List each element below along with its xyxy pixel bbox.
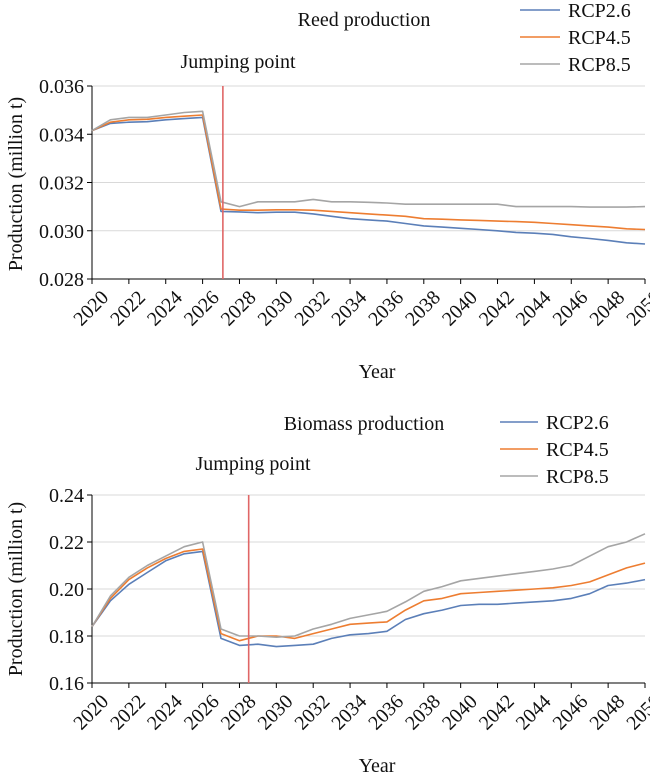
x-tick-label: 2050 xyxy=(622,287,650,331)
y-tick-label: 0.030 xyxy=(39,221,84,243)
series-line-rcp45 xyxy=(91,114,646,231)
x-tick-labels: 2020202220242026202820302032203420362038… xyxy=(69,287,650,331)
legend: RCP2.6 RCP4.5 RCP8.5 xyxy=(500,412,609,488)
y-tick-label: 0.036 xyxy=(39,76,84,98)
x-tick-label: 2048 xyxy=(585,287,629,331)
chart-title: Reed production xyxy=(298,9,431,31)
x-tick-label: 2030 xyxy=(254,691,298,735)
chart-title: Biomass production xyxy=(284,413,445,435)
x-tick-label: 2034 xyxy=(327,287,371,331)
x-tick-label: 2024 xyxy=(143,691,187,735)
x-tick-label: 2038 xyxy=(401,691,445,735)
x-tick-label: 2020 xyxy=(69,691,113,735)
legend-label: RCP8.5 xyxy=(546,466,609,488)
series-line-rcp26 xyxy=(91,116,646,245)
y-tick-label: 0.20 xyxy=(49,579,84,601)
x-tick-label: 2042 xyxy=(475,691,519,735)
x-tick-label: 2020 xyxy=(69,287,113,331)
y-axis-label: Production (million t) xyxy=(5,97,27,271)
series-line-rcp45 xyxy=(91,548,646,642)
legend-label: RCP2.6 xyxy=(568,0,631,22)
legend-label: RCP8.5 xyxy=(568,54,631,76)
y-tick-label: 0.032 xyxy=(39,173,84,195)
y-gridlines xyxy=(92,494,645,684)
y-tick-label: 0.24 xyxy=(49,485,84,507)
y-tick-label: 0.16 xyxy=(49,673,84,695)
x-tick-label: 2030 xyxy=(254,287,298,331)
legend: RCP2.6 RCP4.5 RCP8.5 xyxy=(520,0,631,76)
y-tick-label: 0.034 xyxy=(39,124,84,146)
y-axis-label: Production (million t) xyxy=(5,502,27,676)
jumping-point-label: Jumping point xyxy=(195,453,310,475)
x-tick-label: 2032 xyxy=(291,691,335,735)
x-tick-labels: 2020202220242026202820302032203420362038… xyxy=(69,691,650,735)
x-tick-label: 2038 xyxy=(401,287,445,331)
x-tick-label: 2050 xyxy=(622,691,650,735)
y-tick-label: 0.18 xyxy=(49,626,84,648)
x-tick-label: 2040 xyxy=(438,691,482,735)
x-tick-label: 2044 xyxy=(512,287,556,331)
x-axis-label: Year xyxy=(359,755,396,777)
y-gridlines xyxy=(92,85,645,280)
x-tick-label: 2028 xyxy=(217,287,261,331)
axes xyxy=(87,494,646,688)
x-tick-label: 2032 xyxy=(291,287,335,331)
x-tick-label: 2036 xyxy=(364,287,408,331)
x-tick-label: 2034 xyxy=(327,691,371,735)
legend-label: RCP4.5 xyxy=(568,27,631,49)
series-line-rcp85 xyxy=(91,533,646,639)
x-tick-label: 2046 xyxy=(549,691,593,735)
y-tick-labels: 0.16 0.18 0.20 0.22 0.24 xyxy=(49,485,84,695)
x-tick-label: 2044 xyxy=(512,691,556,735)
x-tick-label: 2024 xyxy=(143,287,187,331)
x-tick-label: 2022 xyxy=(106,287,150,331)
x-tick-label: 2028 xyxy=(217,691,261,735)
legend-label: RCP4.5 xyxy=(546,439,609,461)
reed-production-chart: Reed production Jumping point Production… xyxy=(5,0,650,383)
x-tick-label: 2046 xyxy=(549,287,593,331)
y-tick-labels: 0.028 0.030 0.032 0.034 0.036 xyxy=(39,76,84,291)
y-tick-label: 0.028 xyxy=(39,269,84,291)
x-tick-label: 2026 xyxy=(180,691,224,735)
x-tick-label: 2026 xyxy=(180,287,224,331)
x-axis-label: Year xyxy=(359,361,396,383)
x-tick-label: 2036 xyxy=(364,691,408,735)
jumping-point-label: Jumping point xyxy=(180,51,295,73)
x-tick-label: 2022 xyxy=(106,691,150,735)
series-line-rcp26 xyxy=(91,550,646,648)
series-lines xyxy=(91,110,646,245)
series-line-rcp85 xyxy=(91,110,646,208)
x-tick-label: 2042 xyxy=(475,287,519,331)
legend-label: RCP2.6 xyxy=(546,412,609,434)
series-lines xyxy=(91,533,646,648)
x-tick-label: 2048 xyxy=(585,691,629,735)
x-tick-label: 2040 xyxy=(438,287,482,331)
axes xyxy=(87,85,646,284)
biomass-production-chart: Biomass production Jumping point Product… xyxy=(5,412,650,777)
y-tick-label: 0.22 xyxy=(49,532,84,554)
